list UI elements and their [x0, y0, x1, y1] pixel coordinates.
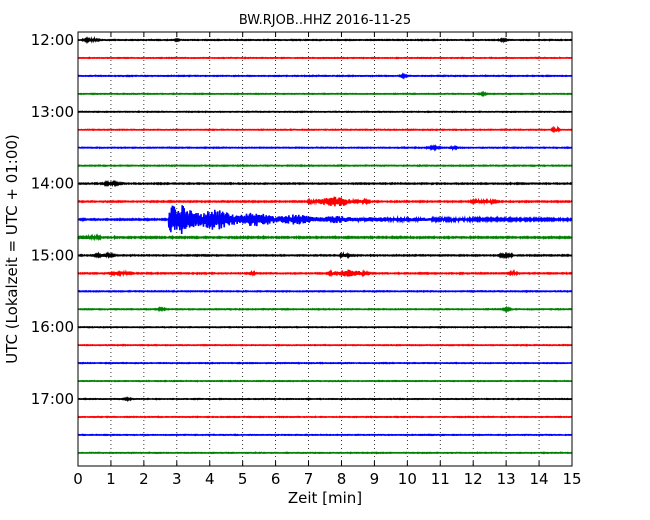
plot-frame: [77, 31, 573, 467]
trace-1615: [77, 343, 573, 347]
axis-ticks: 0 1 2 3 4 5 6 7 8 9 10 11 12 13 14 1512:0013:0014:0015:…: [31, 31, 582, 488]
x-tick-label-6: 6: [271, 470, 281, 488]
trace-1545: [77, 305, 573, 313]
x-tick-label-7: 7: [304, 470, 314, 488]
trace-1630: [77, 361, 573, 365]
trace-1600: [77, 325, 573, 329]
x-tick-label-5: 5: [238, 470, 248, 488]
trace-1645: [77, 379, 573, 383]
x-tick-label-11: 11: [431, 470, 450, 488]
trace-1300: [77, 110, 573, 114]
y-tick-label-2: 14:00: [31, 175, 74, 193]
x-tick-label-2: 2: [139, 470, 149, 488]
x-tick-label-3: 3: [172, 470, 182, 488]
x-tick-label-0: 0: [73, 470, 83, 488]
trace-1315: [77, 125, 573, 134]
x-tick-label-9: 9: [370, 470, 380, 488]
trace-1445: [77, 233, 573, 242]
trace-1230: [77, 72, 573, 80]
x-tick-label-14: 14: [530, 470, 549, 488]
y-tick-label-1: 13:00: [31, 103, 74, 121]
y-tick-label-3: 15:00: [31, 246, 74, 264]
y-tick-label-0: 12:00: [31, 31, 74, 49]
trace-1345: [77, 163, 573, 168]
seismic-traces: [77, 35, 573, 455]
x-tick-label-1: 1: [106, 470, 116, 488]
trace-1400: [77, 179, 573, 188]
x-tick-label-15: 15: [562, 470, 581, 488]
trace-1700: [77, 396, 573, 403]
trace-1430: [77, 205, 573, 235]
vertical-grid: [110, 32, 540, 466]
x-tick-label-13: 13: [497, 470, 516, 488]
trace-1730: [77, 433, 573, 437]
trace-1715: [77, 415, 573, 419]
chart-title: BW.RJOB..HHZ 2016-11-25: [239, 13, 411, 28]
x-tick-label-4: 4: [205, 470, 215, 488]
x-tick-label-8: 8: [337, 470, 347, 488]
trace-1200: [77, 35, 573, 45]
trace-1245: [77, 90, 572, 98]
trace-1530: [77, 289, 573, 294]
trace-1215: [77, 56, 573, 60]
trace-1415: [77, 196, 573, 207]
x-axis-label: Zeit [min]: [288, 489, 362, 507]
trace-1515: [77, 269, 573, 278]
y-tick-label-4: 16:00: [31, 318, 74, 336]
y-axis-label: UTC (Lokalzeit = UTC + 01:00): [3, 134, 21, 364]
x-tick-label-12: 12: [464, 470, 483, 488]
trace-1330: [77, 144, 573, 152]
trace-1745: [77, 451, 573, 455]
y-tick-label-5: 17:00: [31, 390, 74, 408]
trace-1500: [77, 251, 573, 260]
x-tick-label-10: 10: [398, 470, 417, 488]
